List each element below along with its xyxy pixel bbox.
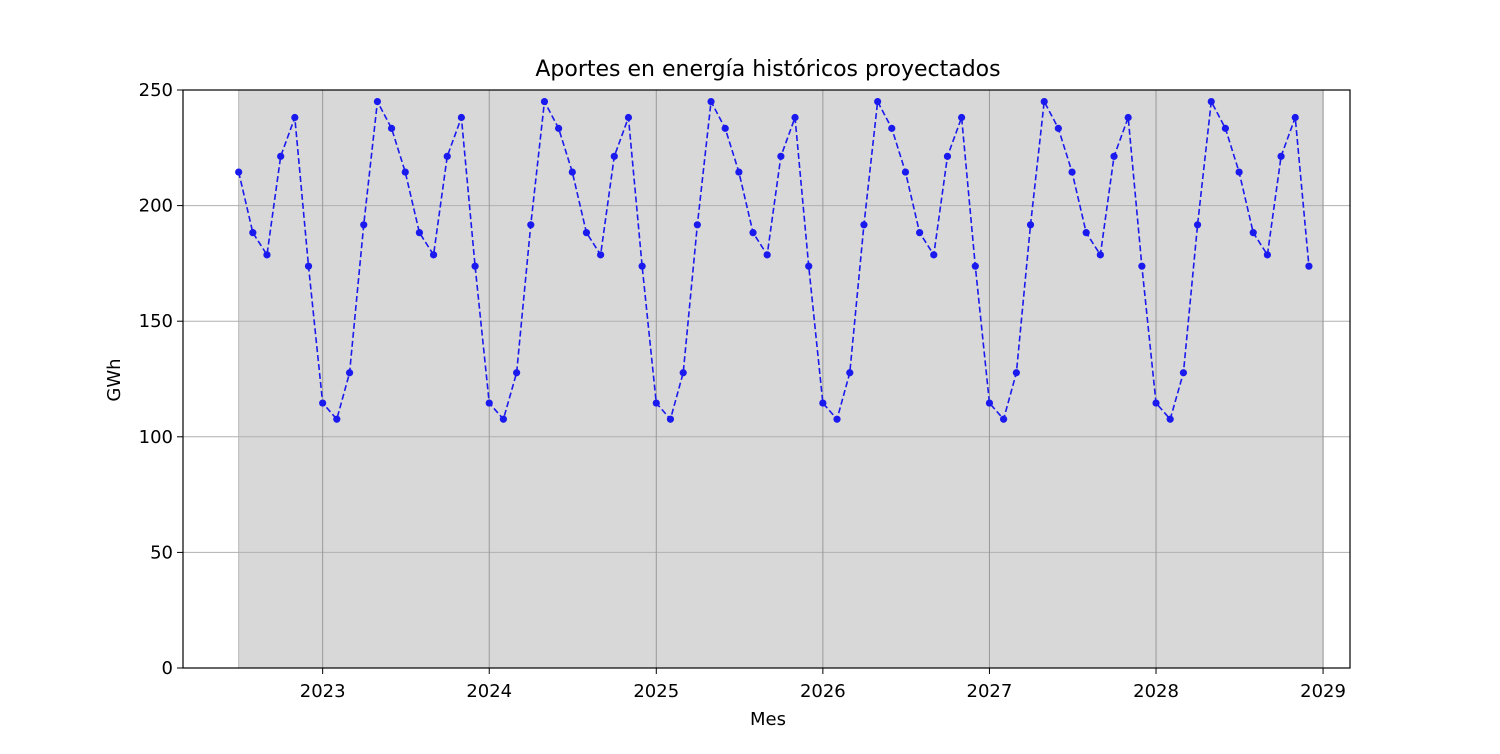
x-tick-label: 2024 <box>466 681 512 702</box>
data-point <box>597 251 605 259</box>
x-tick-label: 2027 <box>967 681 1013 702</box>
x-axis-label: Mes <box>750 709 786 730</box>
data-point <box>249 229 257 237</box>
x-tick-label: 2023 <box>300 681 346 702</box>
data-point <box>763 251 771 259</box>
data-point <box>833 415 841 423</box>
data-point <box>1026 221 1035 229</box>
data-point <box>985 399 994 407</box>
y-axis-label: GWh <box>104 358 125 401</box>
y-tick-label: 50 <box>150 542 173 563</box>
data-point <box>901 168 910 176</box>
data-point <box>513 369 521 377</box>
data-point <box>1096 251 1104 259</box>
data-point <box>555 124 563 132</box>
data-point <box>1000 415 1008 423</box>
data-point <box>888 124 896 132</box>
data-point <box>1012 369 1020 377</box>
data-point <box>943 152 952 160</box>
data-point <box>499 415 507 423</box>
data-point <box>582 229 591 237</box>
data-point <box>345 369 354 377</box>
data-point <box>1221 124 1229 132</box>
data-point <box>735 168 743 176</box>
data-point <box>874 97 882 106</box>
x-tick-label: 2025 <box>633 681 679 702</box>
data-point <box>930 251 938 259</box>
series-line <box>237 98 1310 421</box>
data-point <box>540 97 549 106</box>
data-point <box>721 124 729 132</box>
data-point <box>1166 415 1174 423</box>
data-point <box>1124 113 1132 122</box>
data-point <box>1249 229 1257 237</box>
data-point <box>1179 369 1188 377</box>
plot-frame <box>182 89 1351 669</box>
data-point <box>638 262 646 270</box>
data-point <box>401 168 409 176</box>
data-point <box>916 229 924 237</box>
data-point <box>805 262 813 270</box>
data-point <box>568 168 576 176</box>
data-point <box>277 152 285 160</box>
data-point <box>652 399 660 407</box>
x-tick-label: 2029 <box>1300 681 1346 702</box>
y-tick-label: 150 <box>139 311 173 332</box>
data-point <box>1082 229 1090 237</box>
data-point <box>1054 124 1062 132</box>
y-tick-label: 200 <box>139 196 173 217</box>
data-point <box>693 221 701 229</box>
data-point <box>415 229 424 237</box>
data-point <box>457 113 465 122</box>
data-point <box>1193 221 1202 229</box>
data-point <box>304 262 313 270</box>
data-point <box>291 113 299 122</box>
data-point <box>443 152 451 160</box>
data-point <box>485 399 493 407</box>
data-point <box>624 113 633 122</box>
data-point <box>860 221 868 229</box>
data-point <box>819 399 827 407</box>
data-point <box>958 113 966 122</box>
y-tick-label: 0 <box>162 658 173 679</box>
data-point <box>333 415 341 423</box>
data-point <box>319 399 327 407</box>
data-point <box>1152 399 1160 407</box>
data-point <box>1263 251 1271 259</box>
data-point <box>387 124 396 132</box>
data-point <box>360 221 368 229</box>
data-point <box>707 97 715 106</box>
data-point <box>777 152 785 160</box>
data-point <box>1235 168 1243 176</box>
data-point <box>1110 152 1118 160</box>
data-point <box>1291 113 1299 122</box>
y-tick-label: 250 <box>139 80 173 101</box>
data-point <box>749 229 757 237</box>
data-point <box>1138 262 1146 270</box>
data-point <box>263 251 271 259</box>
data-point <box>373 97 382 106</box>
x-tick-label: 2028 <box>1133 681 1179 702</box>
x-tick-label: 2026 <box>800 681 846 702</box>
data-point <box>666 415 675 423</box>
data-point <box>971 262 979 270</box>
data-point <box>846 369 854 377</box>
y-tick-label: 100 <box>139 427 173 448</box>
shaded-region <box>238 89 1324 669</box>
data-point <box>679 369 687 377</box>
data-point <box>1277 152 1285 160</box>
data-point <box>1040 97 1048 106</box>
data-point <box>1068 168 1076 176</box>
chart-title: Aportes en energía históricos proyectado… <box>535 57 1000 82</box>
data-point <box>235 168 243 176</box>
data-point <box>610 152 618 160</box>
data-point <box>429 251 438 259</box>
data-point <box>791 113 799 122</box>
data-point <box>1305 262 1313 270</box>
data-point <box>527 221 535 229</box>
data-point <box>471 262 479 270</box>
data-point <box>1207 97 1215 106</box>
